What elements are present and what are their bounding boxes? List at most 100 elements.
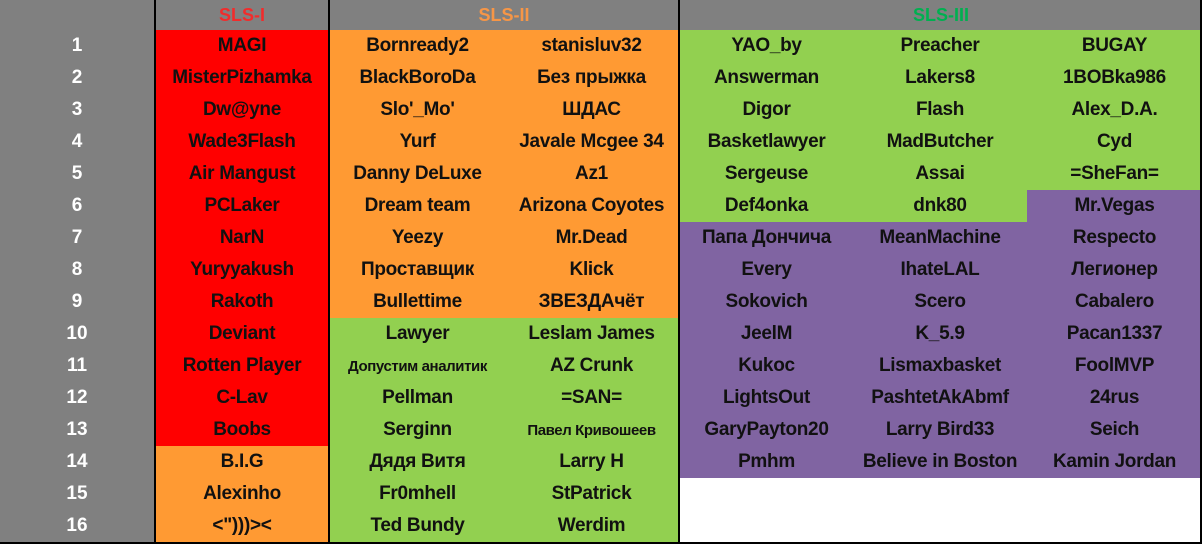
player-cell: Rakoth [156,286,328,318]
player-cell: LightsOut [680,382,853,414]
player-cell: Larry H [505,446,678,478]
row-number: 9 [71,291,83,312]
player-cell: MeanMachine [853,222,1027,254]
player-cell: Klick [505,254,678,286]
player-cell: Pellman [330,382,505,414]
row-number: 2 [71,67,83,88]
player-cell: Respecto [1027,222,1202,254]
player-cell: B.I.G [156,446,328,478]
player-cell: Dream team [330,190,505,222]
row-number: 16 [66,515,88,536]
row-number: 12 [66,387,88,408]
player-cell: 1BOBka986 [1027,62,1202,94]
player-cell: NarN [156,222,328,254]
player-cell: Легионер [1027,254,1202,286]
player-cell: Lismaxbasket [853,350,1027,382]
player-cell: Believe in Boston [853,446,1027,478]
player-cell: 24rus [1027,382,1202,414]
player-cell: Pacan1337 [1027,318,1202,350]
player-cell: Scero [853,286,1027,318]
player-cell: =SAN= [505,382,678,414]
player-cell: Проставщик [330,254,505,286]
player-cell: Lawyer [330,318,505,350]
player-cell: Answerman [680,62,853,94]
player-cell: Павел Кривошеев [505,414,678,446]
player-cell: Serginn [330,414,505,446]
empty-cell [853,510,1027,542]
row-number: 3 [71,99,83,120]
player-cell: Fr0mhell [330,478,505,510]
player-cell: Дядя Витя [330,446,505,478]
player-cell: Pmhm [680,446,853,478]
player-cell: Mr.Dead [505,222,678,254]
player-cell: ШДАС [505,94,678,126]
player-cell: Lakers8 [853,62,1027,94]
player-cell: Папа Дончича [680,222,853,254]
column-divider [1200,0,1202,544]
player-cell: Arizona Coyotes [505,190,678,222]
player-cell: stanisluv32 [505,30,678,62]
player-cell: Danny DeLuxe [330,158,505,190]
player-cell: Seich [1027,414,1202,446]
player-cell: BlackBoroDa [330,62,505,94]
player-cell: YAO_by [680,30,853,62]
player-cell: Every [680,254,853,286]
player-cell: Kamin Jordan [1027,446,1202,478]
player-cell: GaryPayton20 [680,414,853,446]
player-cell: =SheFan= [1027,158,1202,190]
row-number: 1 [71,35,83,56]
column-divider [328,0,330,544]
table-bottom-border [0,542,1202,544]
row-number: 13 [66,419,88,440]
player-cell: AZ Crunk [505,350,678,382]
player-cell: FoolMVP [1027,350,1202,382]
header-sls-i: SLS-I [156,0,328,30]
row-number: 15 [66,483,88,504]
row-number: 4 [71,131,83,152]
row-number: 5 [71,163,83,184]
player-cell: Yurf [330,126,505,158]
empty-cell [853,478,1027,510]
column-divider [678,0,680,544]
header-sls-ii: SLS-II [330,0,678,30]
player-cell: BUGAY [1027,30,1202,62]
player-cell: IhateLAL [853,254,1027,286]
player-cell: StPatrick [505,478,678,510]
player-cell: MisterPizhamka [156,62,328,94]
player-cell: Werdim [505,510,678,542]
player-cell: Preacher [853,30,1027,62]
player-cell: Javale Mcgee 34 [505,126,678,158]
player-cell: Az1 [505,158,678,190]
player-cell: Boobs [156,414,328,446]
player-cell: C-Lav [156,382,328,414]
empty-cell [680,510,853,542]
player-cell: PashtetAkAbmf [853,382,1027,414]
header-sls-iii: SLS-III [680,0,1202,30]
row-number: 14 [66,451,88,472]
row-number: 8 [71,259,83,280]
player-cell: Kukoc [680,350,853,382]
player-cell: Slo'_Mo' [330,94,505,126]
player-cell: Bornready2 [330,30,505,62]
player-cell: ЗВЕЗДАчёт [505,286,678,318]
empty-cell [680,478,853,510]
player-cell: Yeezy [330,222,505,254]
player-cell: <")))>< [156,510,328,542]
player-cell: Mr.Vegas [1027,190,1202,222]
player-cell: Air Mangust [156,158,328,190]
player-cell: JeelM [680,318,853,350]
player-cell: Ted Bundy [330,510,505,542]
player-cell: Cyd [1027,126,1202,158]
player-cell: Sergeuse [680,158,853,190]
player-cell: Bullettime [330,286,505,318]
player-cell: Def4onka [680,190,853,222]
player-cell: Допустим аналитик [330,350,505,382]
empty-cell [1027,510,1202,542]
player-cell: Flash [853,94,1027,126]
player-cell: Yuryyakush [156,254,328,286]
player-cell: Cabalero [1027,286,1202,318]
player-cell: K_5.9 [853,318,1027,350]
player-cell: Deviant [156,318,328,350]
row-number: 10 [66,323,88,344]
